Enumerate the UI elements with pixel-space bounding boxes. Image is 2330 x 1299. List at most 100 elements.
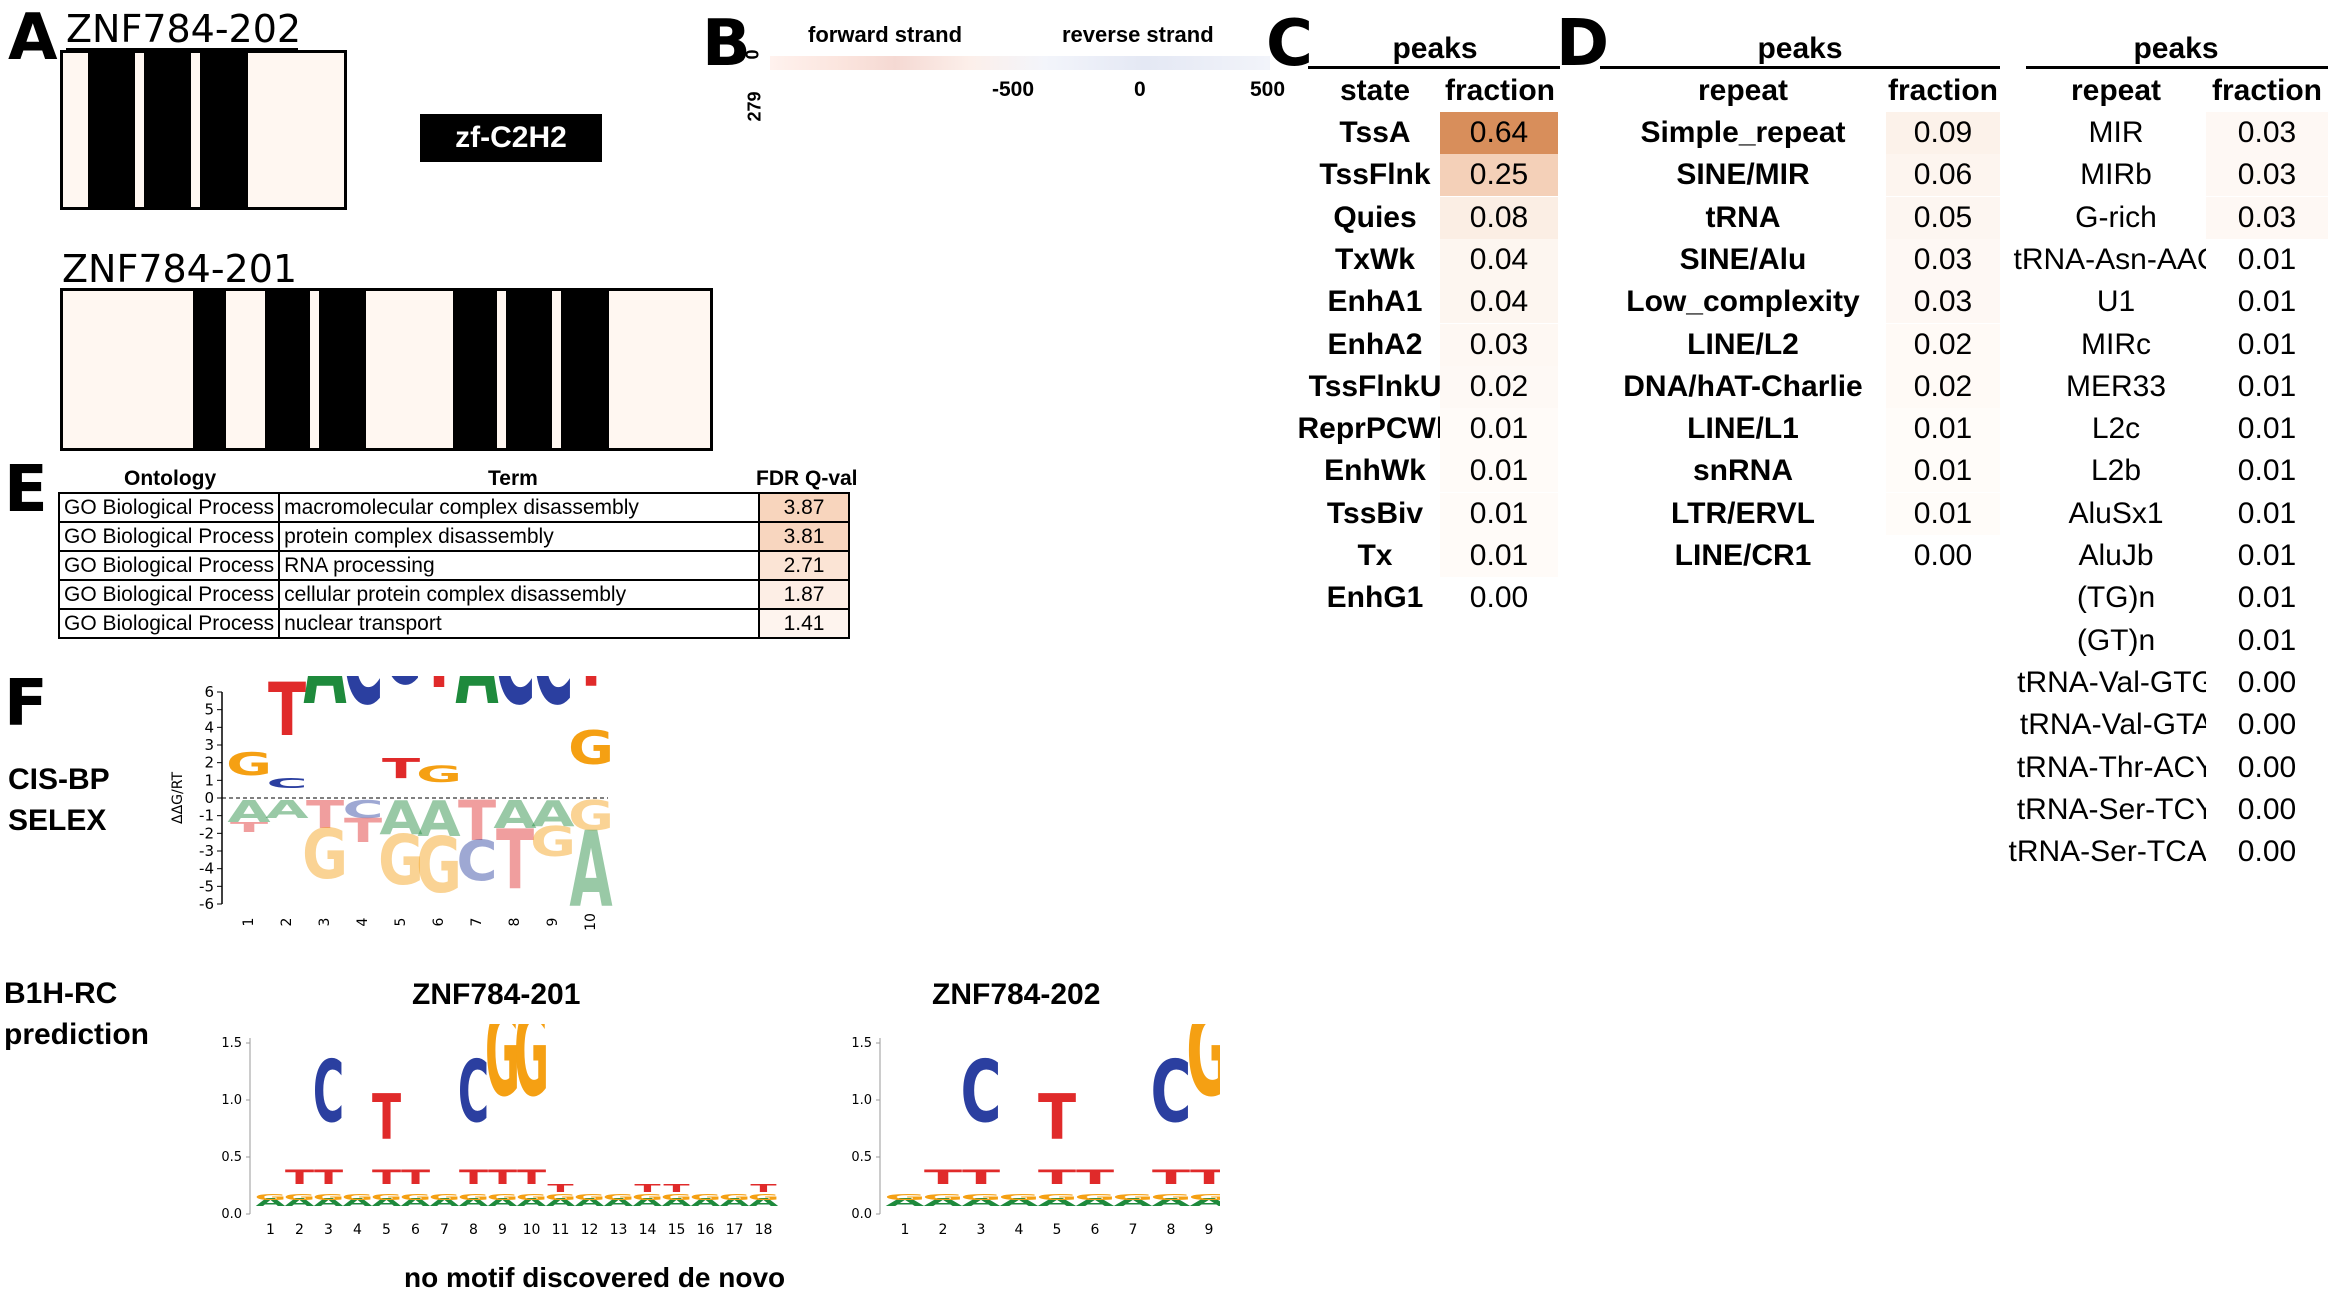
repeat-element-row-fraction: 0.01 — [2206, 535, 2328, 577]
logo-letter: G — [1186, 1024, 1220, 1125]
svg-text:A: A — [1073, 1024, 1116, 1072]
logo-x-tick-label: 7 — [440, 1222, 449, 1238]
cisbp-letter: G — [416, 821, 462, 910]
repeat-element-row-fraction: 0.01 — [2206, 365, 2328, 408]
b1h-rc-label: B1H-RC prediction — [4, 977, 150, 1051]
logo-letter: A — [662, 1196, 692, 1209]
repeat-element-row-fraction: 0.01 — [2206, 492, 2328, 535]
cisbp-letter: A — [265, 796, 309, 825]
logo-letter: A — [691, 1196, 721, 1209]
svg-text:A: A — [531, 794, 575, 835]
logo-letter: G — [342, 1192, 374, 1202]
logo-x-tick-label: 4 — [353, 1222, 362, 1238]
svg-text:T: T — [372, 1166, 402, 1189]
logo-letter: A — [1190, 1196, 1220, 1209]
state-row-label: Tx — [1357, 539, 1393, 572]
logo-letter: A — [921, 1024, 964, 1072]
logo-letter: G — [514, 1024, 549, 1124]
logo-letter: A — [749, 1196, 779, 1209]
svg-text:A: A — [455, 676, 498, 734]
go-enrichment-table: GO Biological Process macromolecular comp… — [57, 492, 850, 639]
repeat-element-row-fraction: 0.01 — [2206, 577, 2328, 620]
svg-text:G: G — [313, 1192, 345, 1202]
svg-text:G: G — [1150, 1193, 1191, 1202]
logo-letter: A — [285, 1196, 315, 1209]
repeat-family-row-label: SINE/MIR — [1676, 158, 1810, 192]
cisbp-y-tick-label: 6 — [204, 683, 214, 701]
repeat-family-row-label: tRNA — [1705, 200, 1781, 234]
logo-letter: A — [256, 1196, 286, 1209]
logo-letter: A — [459, 1196, 489, 1209]
repeat-element-row-label: tRNA-Ser-TCA_ — [2008, 835, 2224, 869]
state-row-label: ReprPCWk — [1297, 412, 1453, 446]
table-d1-col-repeat: repeat — [1697, 74, 1789, 107]
logo-letter: T — [372, 1080, 402, 1154]
state-row-label: EnhG1 — [1326, 581, 1424, 615]
panel-letter-d: D — [1556, 7, 1610, 81]
no-motif-footer: no motif discovered de novo — [404, 1262, 786, 1293]
svg-text:T: T — [458, 790, 496, 853]
svg-text:A: A — [1000, 1196, 1039, 1209]
repeat-family-row-fraction: 0.06 — [1886, 154, 2000, 197]
tick-500: 500 — [1250, 78, 1286, 101]
logo-letter: A — [886, 1196, 925, 1209]
svg-text:A: A — [633, 1196, 663, 1209]
svg-text:G: G — [1188, 1193, 1220, 1202]
repeat-family-row-label: DNA/hAT-Charlie — [1623, 369, 1863, 403]
logo-letter: T — [634, 1182, 661, 1195]
svg-text:T: T — [285, 1166, 315, 1189]
table-d2-col-repeat: repeat — [2070, 74, 2162, 107]
logo-letter: T — [962, 1166, 1001, 1188]
cisbp-letter: T — [496, 812, 534, 908]
logo-letter: A — [1073, 1024, 1116, 1072]
logo-x-tick-label: 9 — [1205, 1222, 1214, 1238]
logo-letter: T — [314, 1166, 344, 1189]
svg-text:A: A — [546, 1196, 576, 1209]
cisbp-y-tick-label: 4 — [204, 718, 214, 736]
repeat-element-row-fraction: 0.00 — [2206, 661, 2328, 704]
logo-letter: A — [604, 1196, 634, 1209]
svg-text:A: A — [1114, 1196, 1153, 1209]
svg-text:A: A — [924, 1196, 963, 1209]
cisbp-letter: G — [302, 814, 348, 894]
repeat-family-row-fraction: 0.01 — [1886, 450, 2000, 493]
go-row: GO Biological Process RNA processing 2.71 — [57, 550, 850, 581]
panel-letter-c: C — [1266, 7, 1313, 81]
logo-letter: G — [485, 1024, 520, 1124]
repeat-element-row-fraction: 0.00 — [2206, 704, 2328, 747]
logo-letter: G — [516, 1192, 548, 1202]
cisbp-x-tick-label: 8 — [507, 918, 523, 927]
repeat-family-row-fraction: 0.02 — [1886, 323, 2000, 366]
logo-letter: T — [1190, 1166, 1220, 1188]
logo-x-tick-label: 11 — [552, 1222, 570, 1238]
state-row-fraction: 0.08 — [1440, 196, 1558, 239]
logo-letter: T — [924, 1166, 963, 1188]
state-row-label: TxWk — [1334, 242, 1415, 276]
svg-text:C: C — [456, 830, 497, 893]
svg-text:C: C — [342, 676, 383, 734]
svg-text:T: T — [1190, 1166, 1220, 1188]
repeat-element-row-label: U1 — [2096, 285, 2136, 319]
state-row-fraction: 0.64 — [1440, 112, 1558, 154]
repeat-element-row-fraction: 0.03 — [2206, 112, 2328, 154]
zinc-finger-domain — [561, 291, 609, 448]
svg-text:G: G — [371, 1192, 403, 1202]
logo-x-tick-label: 12 — [581, 1222, 599, 1238]
svg-text:T: T — [372, 1080, 402, 1154]
logo-letter: G — [719, 1192, 751, 1202]
logo-x-tick-label: 1 — [266, 1222, 275, 1238]
cisbp-x-tick-label: 1 — [241, 918, 257, 927]
repeat-element-row-label: tRNA-Val-GTA — [2019, 708, 2213, 742]
svg-text:G: G — [690, 1192, 722, 1202]
svg-text:A: A — [749, 1196, 779, 1209]
cisbp-letter: T — [382, 753, 420, 785]
svg-text:A: A — [1190, 1196, 1220, 1209]
svg-text:T: T — [420, 676, 458, 718]
repeat-element-row-fraction: 0.01 — [2206, 281, 2328, 324]
cisbp-letter: G — [416, 762, 462, 787]
svg-text:C: C — [532, 676, 573, 734]
svg-text:A: A — [379, 791, 422, 845]
cisbp-letter: G — [568, 791, 614, 840]
logo-letter: G — [1188, 1193, 1220, 1202]
svg-text:G: G — [574, 1192, 606, 1202]
